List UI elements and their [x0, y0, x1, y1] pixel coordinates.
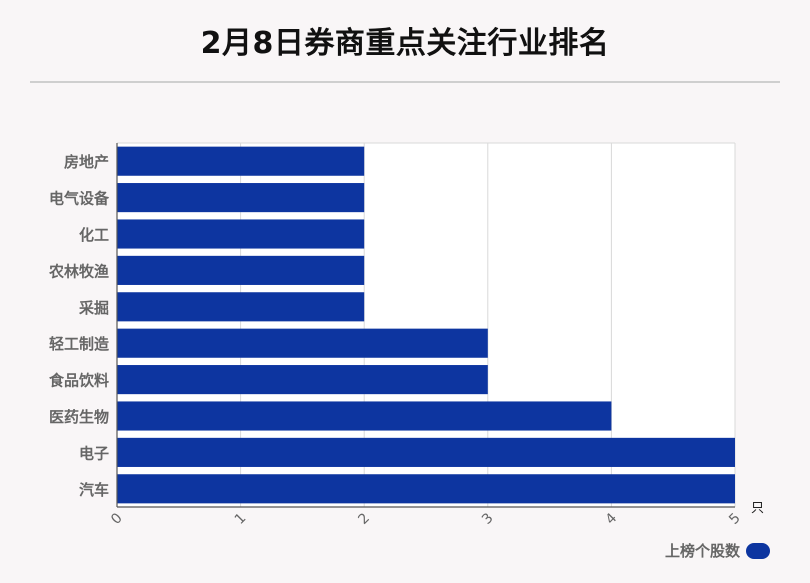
- category-label: 农林牧渔: [48, 262, 109, 280]
- bar: [117, 219, 365, 249]
- category-label: 房地产: [64, 153, 109, 171]
- category-label: 化工: [79, 226, 109, 244]
- category-label: 轻工制造: [49, 335, 109, 353]
- x-tick-label: 3: [479, 510, 497, 528]
- x-tick-label: 2: [355, 510, 373, 528]
- legend-swatch: [746, 542, 770, 559]
- bar: [117, 292, 365, 322]
- title-divider: [30, 81, 780, 83]
- category-label: 汽车: [79, 481, 109, 499]
- category-label: 采掘: [78, 299, 109, 317]
- x-unit-label: 只: [751, 501, 764, 516]
- bar: [117, 183, 365, 213]
- bar: [117, 146, 365, 176]
- category-label: 食品饮料: [49, 372, 109, 390]
- category-label: 医药生物: [49, 408, 109, 426]
- bar: [117, 365, 488, 395]
- x-tick-label: 1: [232, 510, 250, 528]
- x-tick-label: 4: [603, 510, 621, 528]
- bar: [117, 401, 612, 431]
- legend[interactable]: 上榜个股数: [665, 540, 770, 561]
- bar: [117, 474, 735, 504]
- bar: [117, 328, 488, 358]
- category-label: 电子: [79, 444, 109, 462]
- legend-label: 上榜个股数: [664, 542, 740, 560]
- x-tick-label: 0: [108, 510, 126, 528]
- bar: [117, 255, 365, 285]
- bar: [117, 437, 735, 467]
- x-tick-label: 5: [726, 510, 744, 528]
- category-label: 电气设备: [49, 190, 110, 208]
- chart-title: 2月8日券商重点关注行业排名: [200, 26, 610, 61]
